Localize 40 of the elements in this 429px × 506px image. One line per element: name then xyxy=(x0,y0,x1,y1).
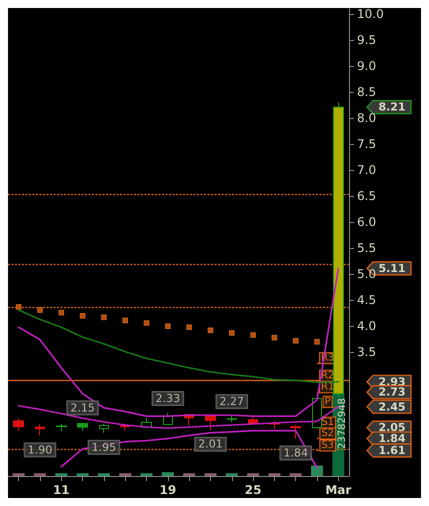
text: 2.05 xyxy=(378,421,406,434)
text: 8.21 xyxy=(378,100,406,114)
ref-line-label: P xyxy=(324,396,331,408)
y-tick-label: 9.5 xyxy=(357,33,376,48)
y-tick-label: 5.0 xyxy=(357,267,376,282)
text: 1.84 xyxy=(378,432,406,446)
text: 1.90 xyxy=(28,443,52,456)
text: 2.01 xyxy=(198,438,223,451)
text: 2.93 xyxy=(378,375,406,388)
y-tick-label: 4.0 xyxy=(357,319,376,334)
x-tick-label: 25 xyxy=(244,483,262,497)
ref-line-label: S3 xyxy=(321,440,334,452)
ref-line-label: S1 xyxy=(321,417,334,428)
ref-line-label: R1 xyxy=(321,382,334,393)
y-tick-label: 7.0 xyxy=(357,163,376,178)
y-tick-label: 4.5 xyxy=(357,293,376,308)
annotation: 1.84 xyxy=(283,446,308,460)
y-tick-label: 5.5 xyxy=(357,241,376,256)
y-tick-label: 7.5 xyxy=(357,137,376,152)
y-tick-label: 9.0 xyxy=(357,59,376,74)
ref-line-label: R2 xyxy=(321,370,334,382)
text: 2.73 xyxy=(378,386,406,399)
y-tick-label: 6.5 xyxy=(357,189,376,204)
y-tick-label: 3.5 xyxy=(357,345,376,360)
data-label: 23782948 xyxy=(336,398,348,449)
ref-line-label: S2 xyxy=(321,428,334,440)
text: 1.95 xyxy=(92,440,116,454)
text: 2.45 xyxy=(378,400,406,414)
y-tick-label: 6.0 xyxy=(357,215,376,230)
y-tick-label: 8.0 xyxy=(357,111,376,126)
text: 2.27 xyxy=(220,395,244,408)
y-tick-label: 10.0 xyxy=(357,7,384,21)
x-tick-label: 11 xyxy=(52,483,70,497)
x-tick-label: Mar xyxy=(325,483,352,497)
text: 2.15 xyxy=(70,401,95,414)
x-tick-label: 19 xyxy=(159,483,176,497)
text: 1.61 xyxy=(378,444,406,458)
text: 2.33 xyxy=(156,392,180,406)
y-tick-label: 8.5 xyxy=(357,85,376,100)
text: 5.11 xyxy=(378,262,406,275)
